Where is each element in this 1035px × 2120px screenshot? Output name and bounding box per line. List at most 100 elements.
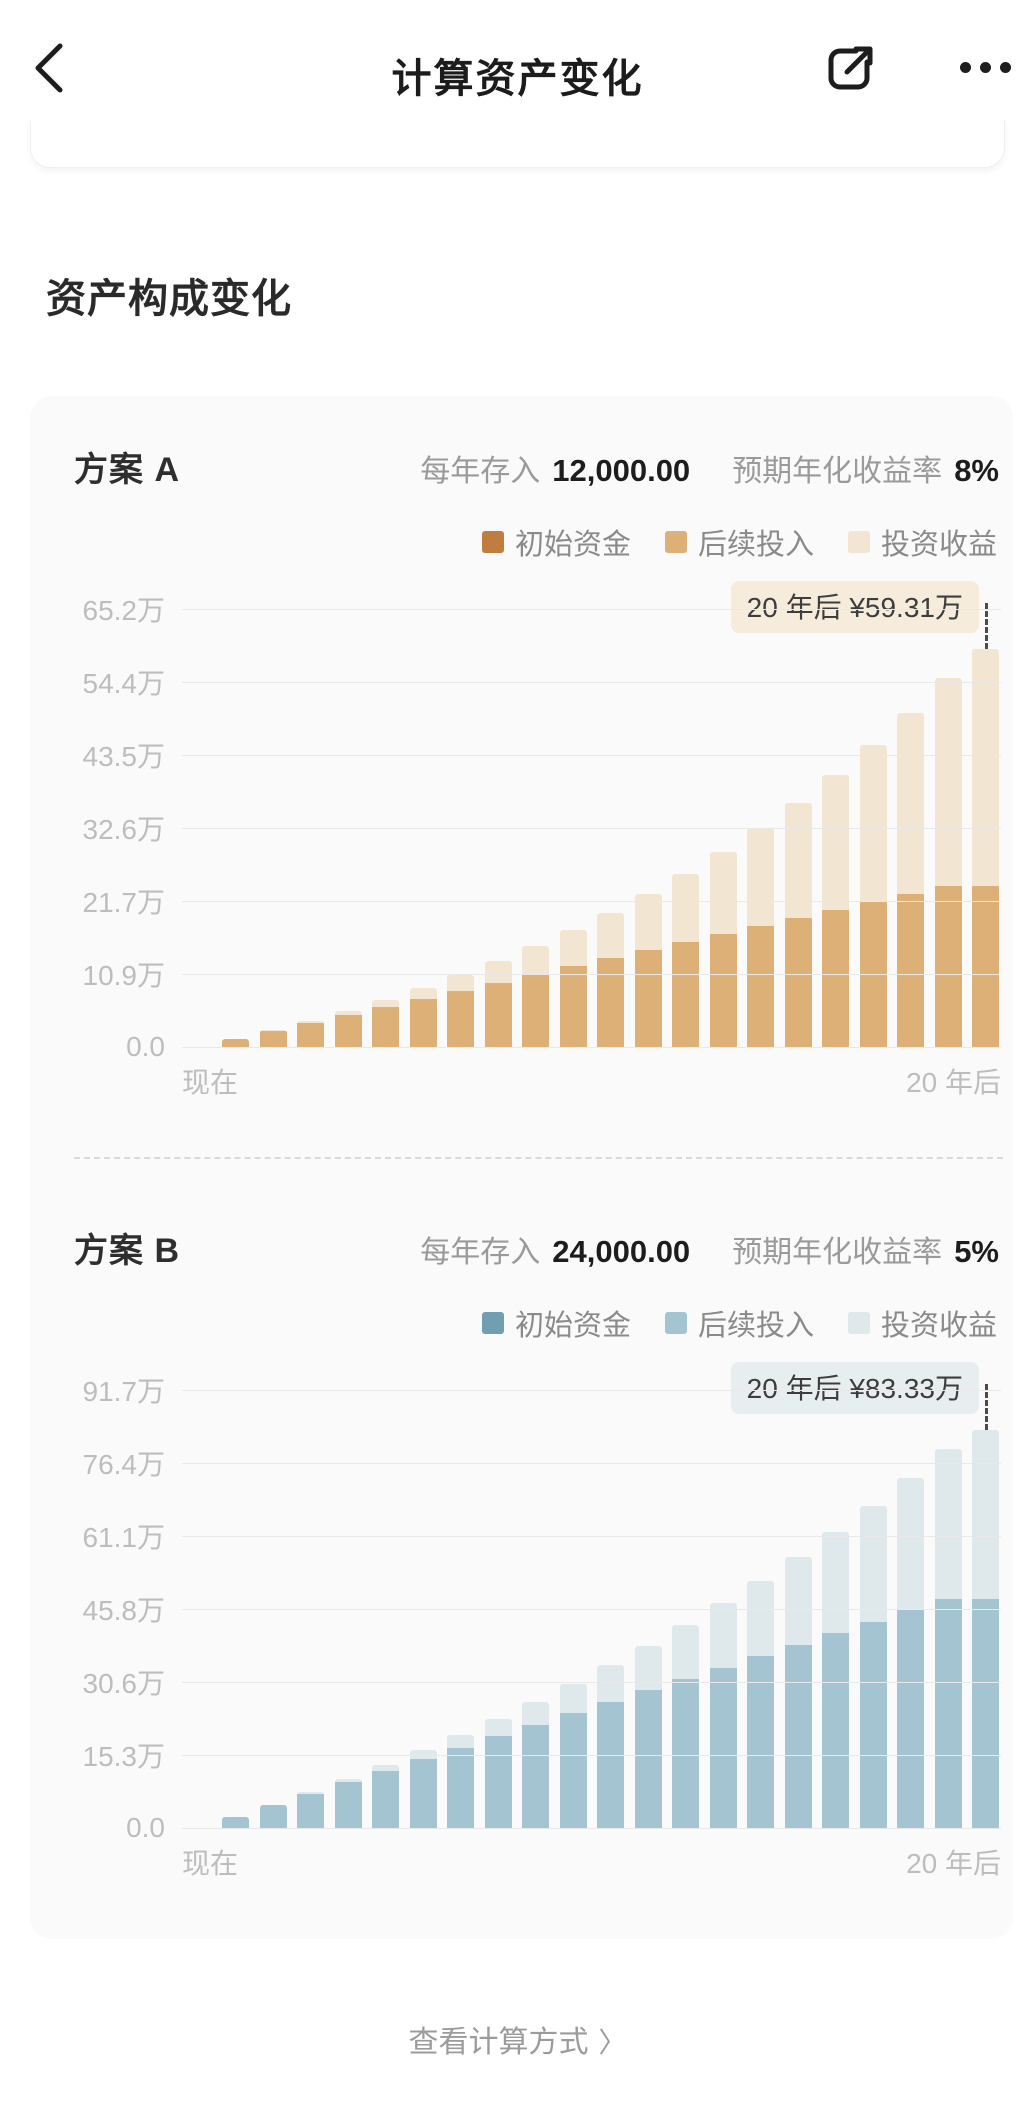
legend-swatch-initial-capital xyxy=(481,531,504,553)
bar-segment xyxy=(259,1804,287,1806)
bar-segment xyxy=(747,1656,774,1828)
legend: 初始资金 后续投入 投资收益 xyxy=(30,1302,1013,1344)
stacked-bar-year-15 xyxy=(784,802,812,1047)
rate-value: 5% xyxy=(954,1234,999,1269)
view-calculation-method-link[interactable]: 查看计算方式〉 xyxy=(0,2017,1035,2061)
bar-segment xyxy=(447,1734,474,1748)
stacked-bar-year-2 xyxy=(297,1020,324,1047)
legend-item: 后续投入 xyxy=(664,521,814,563)
more-options-icon[interactable] xyxy=(960,62,1011,73)
bar-segment xyxy=(822,774,849,910)
gridline xyxy=(182,973,1001,975)
bar-segment xyxy=(897,1477,924,1611)
stacked-bar-year-6 xyxy=(447,975,474,1047)
bar-segment xyxy=(897,1610,924,1828)
bar-segment xyxy=(484,1718,512,1737)
plan-b-header: 方案 B 每年存入 24,000.00 预期年化收益率 5% xyxy=(30,1223,1013,1272)
stacked-bar-year-14 xyxy=(747,1580,774,1828)
bar-segment xyxy=(484,961,512,983)
stacked-bar-year-10 xyxy=(597,912,624,1047)
y-axis-tick-label: 76.4万 xyxy=(82,1449,166,1481)
bar-segment xyxy=(334,1014,362,1047)
bar-segment xyxy=(409,998,437,1047)
gridline xyxy=(182,1536,1001,1538)
bar-segment xyxy=(522,974,549,1047)
expected-rate: 预期年化收益率 8% xyxy=(732,446,999,490)
y-axis-tick-label: 32.6万 xyxy=(82,814,166,845)
legend-item: 投资收益 xyxy=(847,1302,997,1344)
plan-b-chart: 方案 B 每年存入 24,000.00 预期年化收益率 5% 初始资金 后续投入 xyxy=(30,1223,1013,1882)
bar-segment xyxy=(709,851,737,935)
bar-segment xyxy=(634,1690,662,1828)
legend-label: 后续投入 xyxy=(697,1310,814,1342)
y-axis-tick-label: 61.1万 xyxy=(82,1522,166,1554)
bar-segment xyxy=(934,1448,962,1599)
stacked-bar-year-14 xyxy=(747,828,774,1047)
plan-a-header: 方案 A 每年存入 12,000.00 预期年化收益率 8% xyxy=(30,442,1013,491)
y-axis-tick-label: 0.0 xyxy=(126,1812,165,1843)
legend-item: 投资收益 xyxy=(847,521,997,563)
y-axis-tick-label: 0.0 xyxy=(126,1031,165,1062)
plot-area: 20 年后 ¥59.31万 0.0 10.9万 21.7万 32.6万 43.5万 54.… xyxy=(83,581,1001,1062)
rate-label: 预期年化收益率 xyxy=(732,1236,943,1269)
legend-label: 初始资金 xyxy=(514,529,631,561)
gridline xyxy=(182,681,1001,683)
stacked-bar-year-9 xyxy=(559,1683,587,1828)
bar-segment xyxy=(672,1624,699,1679)
bar-segment xyxy=(522,1724,549,1828)
stacked-bar-year-1 xyxy=(259,1804,287,1828)
bar-segment xyxy=(934,678,962,886)
bar-segment xyxy=(334,1782,362,1828)
gridline xyxy=(182,1681,1001,1683)
bar-segment xyxy=(447,1747,474,1828)
stacked-bar-year-19 xyxy=(934,1448,962,1828)
bar-segment xyxy=(784,802,812,919)
bar-segment xyxy=(784,1556,812,1645)
bar-segment xyxy=(222,1038,249,1047)
stacked-bar-year-20 xyxy=(972,1429,999,1828)
bar-segment xyxy=(972,885,999,1047)
stacked-bar-year-12 xyxy=(672,1624,699,1828)
bar-segment xyxy=(934,885,962,1047)
legend-label: 投资收益 xyxy=(880,529,997,561)
bar-segment xyxy=(559,1683,587,1714)
stacked-bar-year-8 xyxy=(522,1701,549,1828)
bar-segment xyxy=(672,873,699,943)
bar-segment xyxy=(597,1701,624,1828)
bar-segment xyxy=(634,1645,662,1691)
bar-segment xyxy=(822,909,849,1047)
share-icon[interactable] xyxy=(825,42,877,94)
x-label-now: 现在 xyxy=(182,1067,239,1098)
legend-label: 初始资金 xyxy=(514,1310,631,1342)
stacked-bar-year-19 xyxy=(934,678,962,1047)
bar-segment xyxy=(334,1778,362,1783)
stacked-bar-year-11 xyxy=(634,1645,662,1828)
bar-segment xyxy=(747,926,774,1047)
stacked-bar-year-10 xyxy=(597,1665,624,1828)
bar-segment xyxy=(747,1580,774,1657)
callout-dashed-line xyxy=(985,1384,988,1430)
stacked-bar-year-12 xyxy=(672,873,699,1047)
gridline xyxy=(182,1047,1001,1048)
bar-segment xyxy=(672,1678,699,1828)
bar-segment xyxy=(747,828,774,927)
legend-swatch-investment-returns xyxy=(847,531,870,553)
legend-item: 初始资金 xyxy=(481,521,631,563)
stacked-bar-year-7 xyxy=(484,961,512,1047)
asset-composition-card: 方案 A 每年存入 12,000.00 预期年化收益率 8% 初始资金 后续投入 xyxy=(30,396,1013,1939)
gridline xyxy=(182,1828,1001,1829)
back-icon[interactable] xyxy=(26,40,76,96)
bar-segment xyxy=(297,1793,324,1828)
bars-container xyxy=(222,1390,999,1828)
bar-segment xyxy=(484,1736,512,1828)
gridline xyxy=(182,901,1001,903)
bar-segment xyxy=(259,1805,287,1828)
legend: 初始资金 后续投入 投资收益 xyxy=(30,521,1013,563)
dot xyxy=(980,62,991,73)
bar-segment xyxy=(597,958,624,1047)
stacked-bar-year-3 xyxy=(334,1010,362,1047)
bar-segment xyxy=(897,893,924,1047)
stacked-bar-year-17 xyxy=(859,1505,887,1828)
bar-segment xyxy=(409,1750,437,1760)
bar-segment xyxy=(672,942,699,1047)
